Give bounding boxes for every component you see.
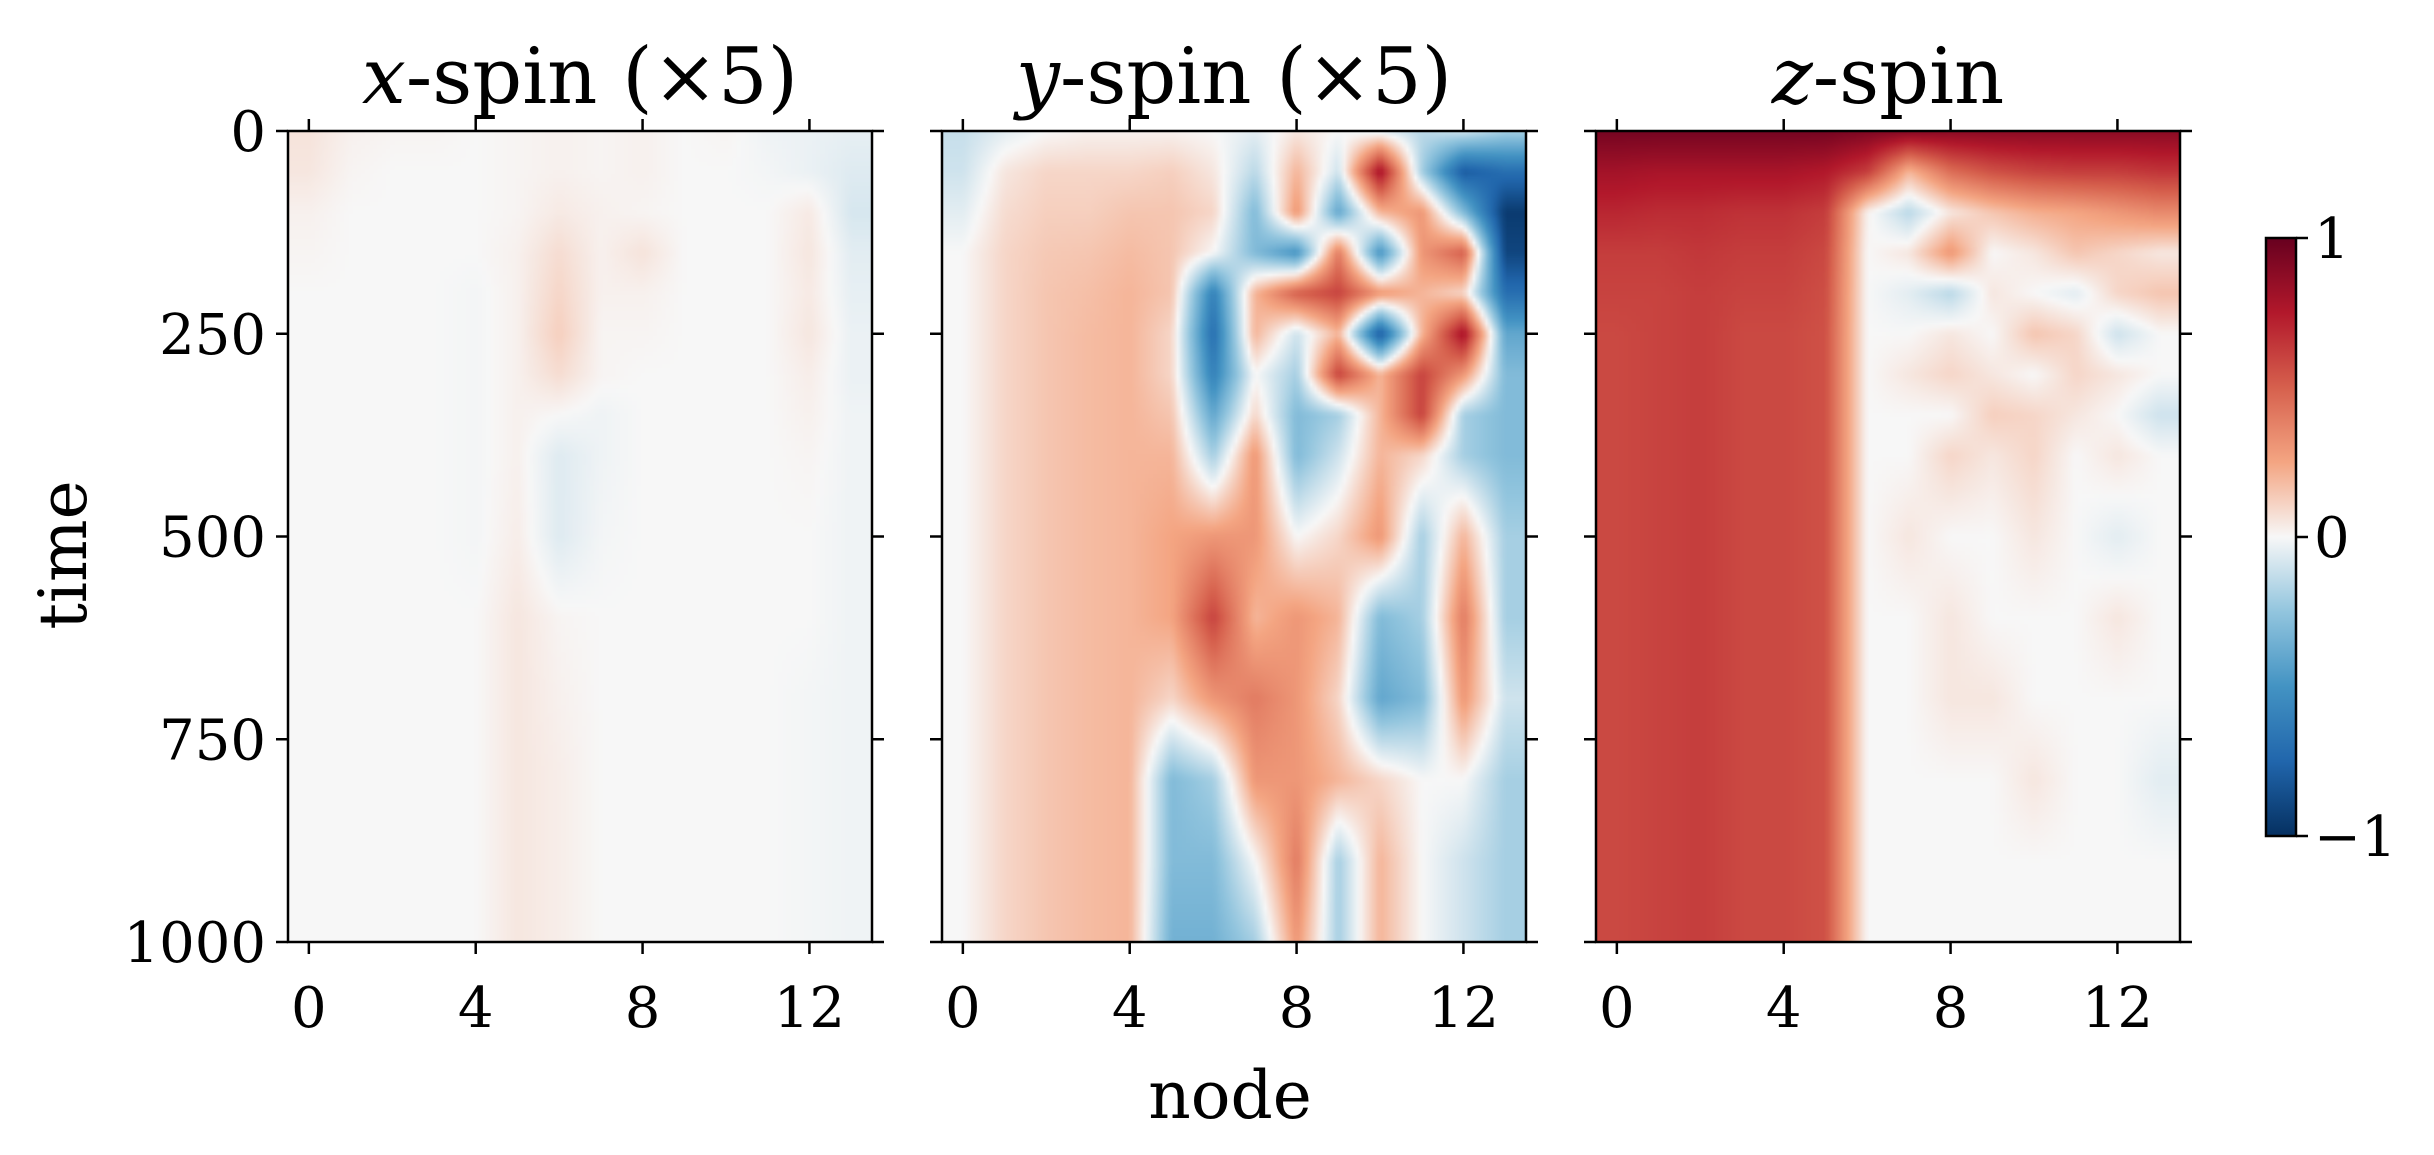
panel-title-text: -spin (×5) (1060, 32, 1452, 122)
colorbar-tick-label: −1 (2314, 805, 2397, 870)
heatmap-image (1596, 131, 2180, 942)
y-tick-label: 0 (230, 100, 266, 165)
x-tick-label: 4 (458, 976, 494, 1041)
panel-title: y-spin (×5) (1013, 32, 1452, 122)
x-tick-label: 0 (1599, 976, 1635, 1041)
x-tick-label: 12 (774, 976, 845, 1041)
y-tick-label: 250 (159, 303, 266, 368)
panel-title: x-spin (×5) (362, 32, 798, 122)
x-tick-label: 8 (1933, 976, 1969, 1041)
y-axis-label: time (25, 480, 102, 629)
panel-title-text: -spin (×5) (406, 32, 798, 122)
x-tick-label: 0 (945, 976, 981, 1041)
x-axis-label: node (1148, 1057, 1312, 1134)
panel-title-variable: y (1013, 32, 1061, 122)
panel-y-spin: y-spin (×5) 0 4 8 12 (930, 32, 1538, 1041)
x-tick-label: 0 (291, 976, 327, 1041)
panel-title-text: -spin (1813, 32, 2005, 122)
colorbar-tick-label: 0 (2314, 506, 2350, 571)
x-tick-label: 8 (625, 976, 661, 1041)
y-tick-label: 500 (159, 506, 266, 571)
x-tick-label: 12 (1428, 976, 1499, 1041)
x-tick-label: 4 (1112, 976, 1148, 1041)
colorbar: −1 0 1 (2264, 207, 2397, 870)
heatmap-image (288, 131, 872, 942)
x-tick-label: 8 (1279, 976, 1315, 1041)
panel-title-variable: x (362, 32, 406, 122)
panel-z-spin: z-spin 0 4 8 12 (1584, 32, 2192, 1041)
y-tick-label: 750 (159, 708, 266, 773)
y-tick-label: 1000 (123, 911, 266, 976)
panel-x-spin: x-spin (×5) 0 4 8 12 0 250 500 750 1000 (123, 32, 884, 1041)
x-tick-label: 4 (1766, 976, 1802, 1041)
panel-title-variable: z (1771, 32, 1814, 122)
x-tick-label: 12 (2082, 976, 2153, 1041)
panel-title: z-spin (1771, 32, 2005, 122)
colorbar-gradient (2266, 238, 2296, 836)
heatmap-image (942, 131, 1526, 942)
colorbar-tick-label: 1 (2314, 207, 2350, 272)
